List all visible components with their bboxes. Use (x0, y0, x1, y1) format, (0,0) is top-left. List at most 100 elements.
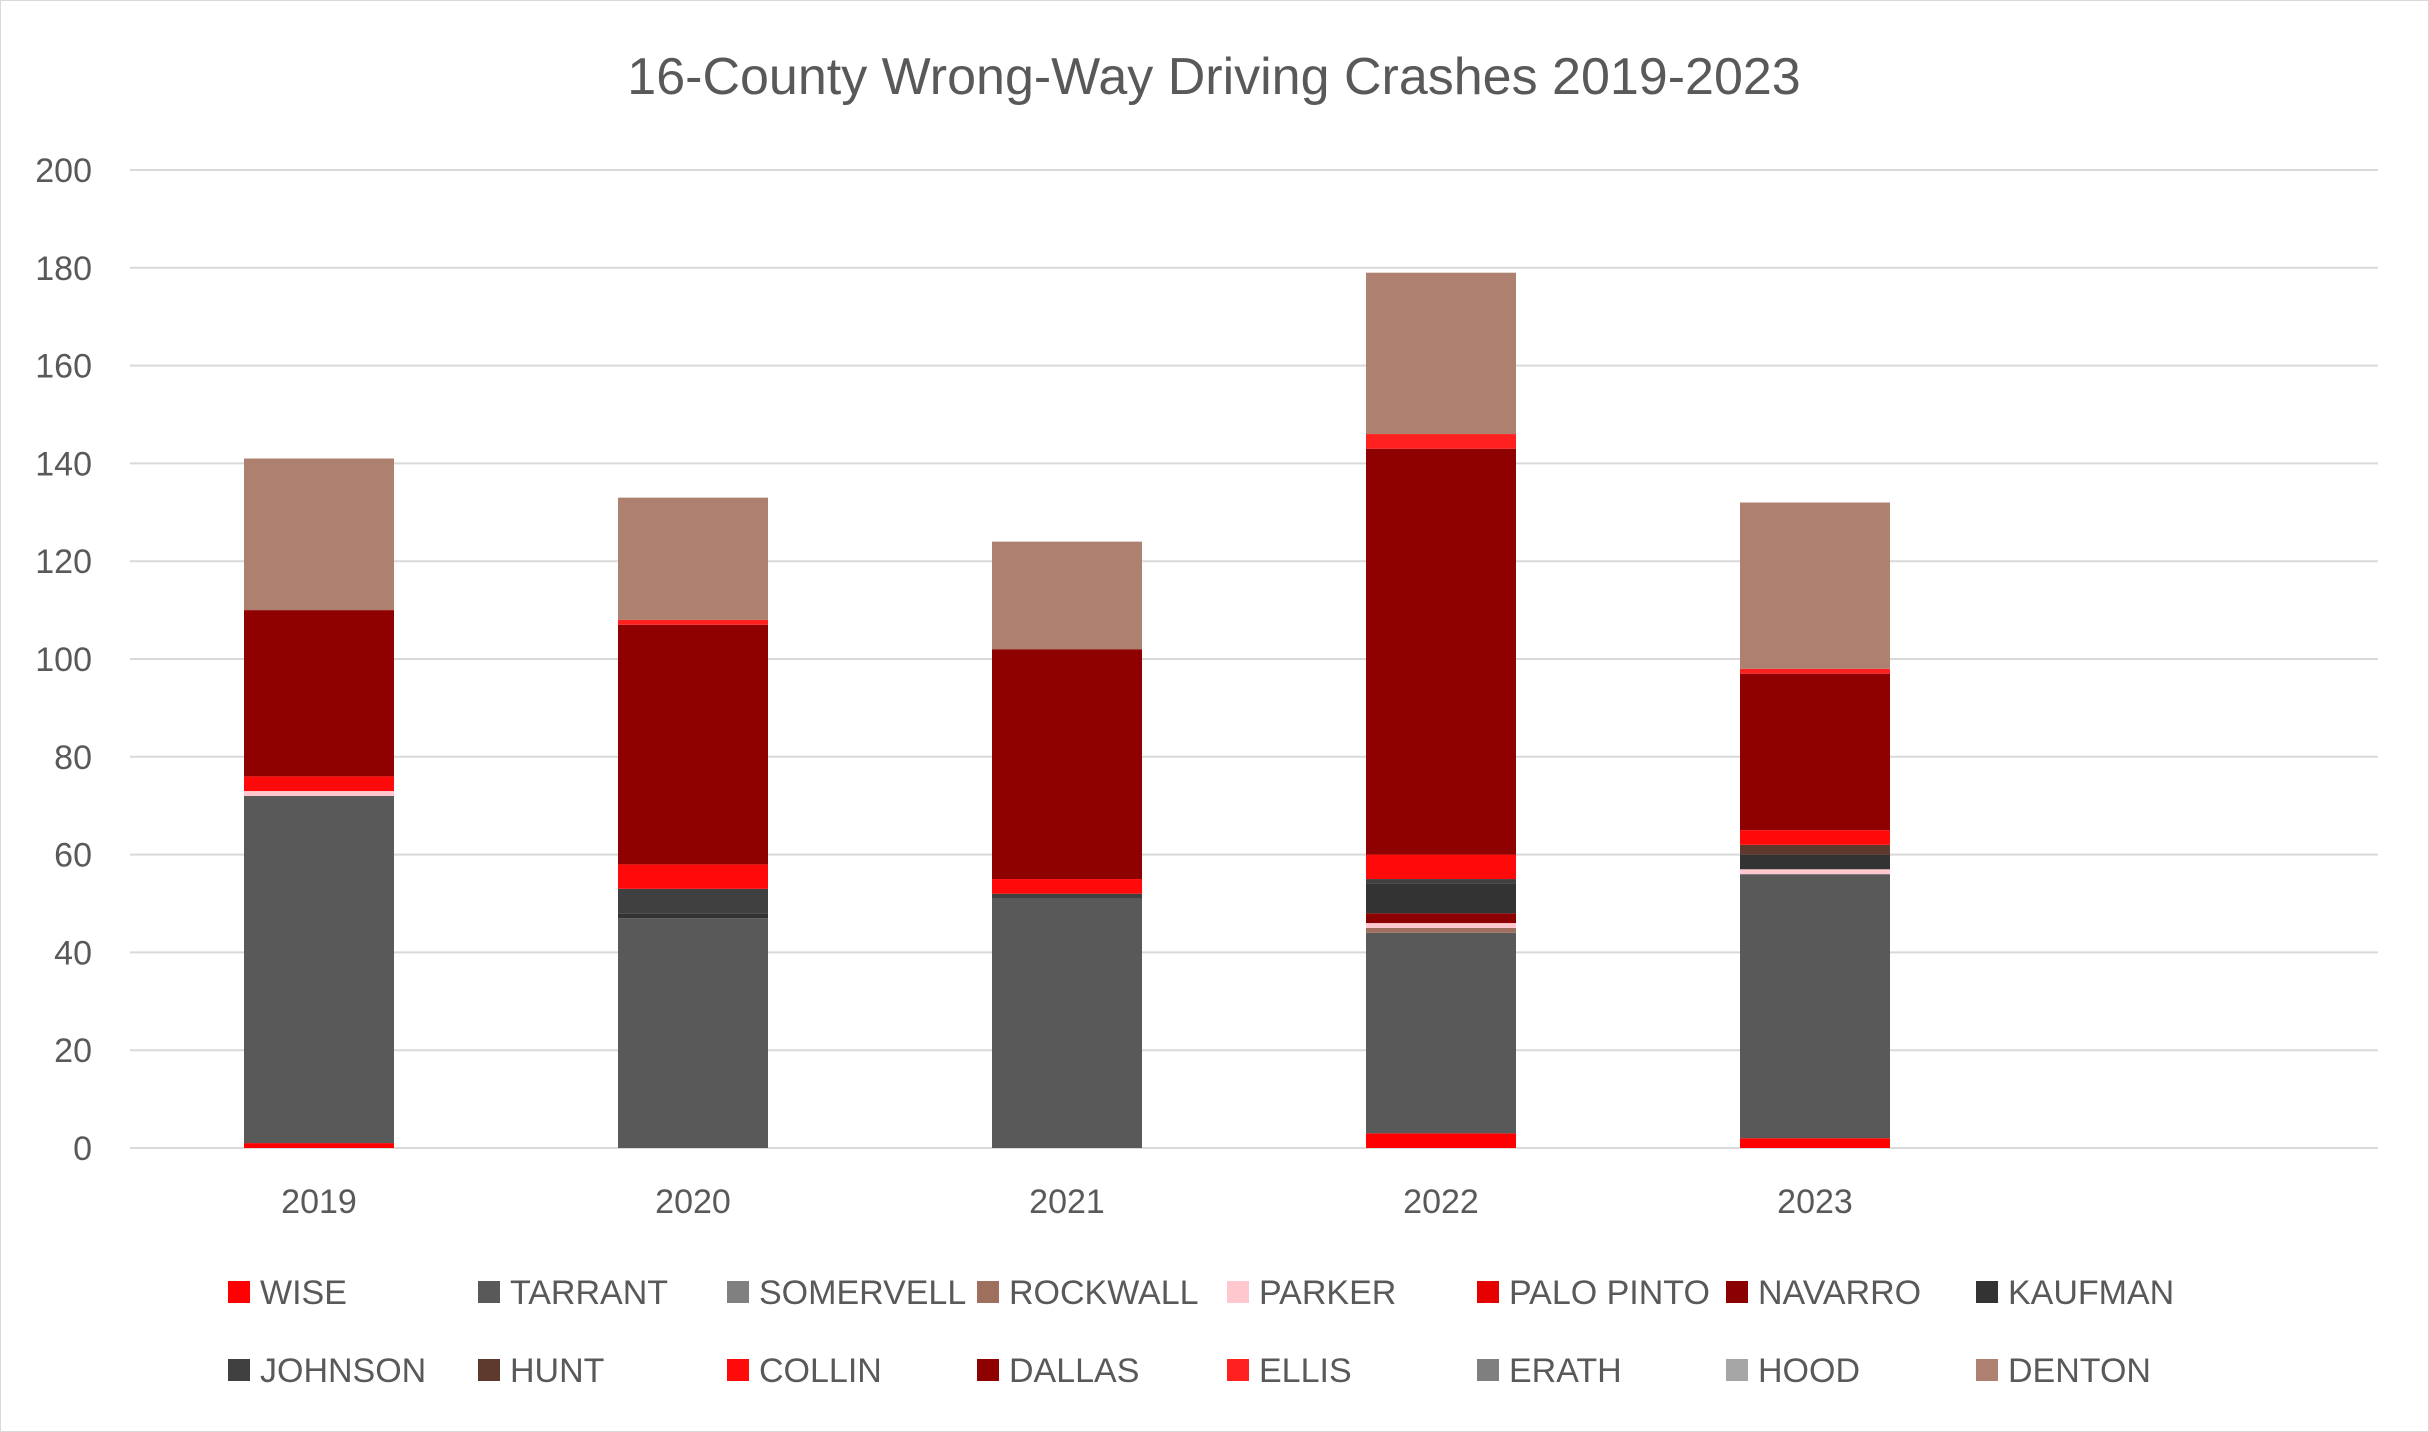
y-tick-label: 20 (54, 1032, 92, 1070)
legend-swatch (727, 1359, 749, 1381)
legend-swatch (1726, 1359, 1748, 1381)
bar-segment-dallas-2019 (244, 610, 394, 777)
bar-segment-collin-2019 (244, 776, 394, 792)
legend-swatch (727, 1281, 749, 1303)
legend-item-rockwall: ROCKWALL (977, 1274, 1199, 1312)
legend-item-hood: HOOD (1726, 1352, 1860, 1390)
bar-segment-wise-2023 (1740, 1138, 1890, 1148)
legend-label: ERATH (1509, 1352, 1622, 1390)
legend-item-kaufman: KAUFMAN (1976, 1274, 2174, 1312)
x-tick-label: 2022 (1403, 1183, 1479, 1221)
y-axis-ticks: 0 20 40 60 80 100 120 140 160 180 200 (35, 152, 92, 1168)
bar-stack-2023 (1740, 502, 1890, 1148)
legend-label: COLLIN (759, 1352, 882, 1390)
x-axis-ticks: 2019 2020 2021 2022 2023 (281, 1183, 1853, 1221)
bar-segment-denton-2019 (244, 458, 394, 611)
y-tick-label: 100 (35, 641, 92, 679)
legend-label: DALLAS (1009, 1352, 1139, 1390)
legend-swatch (1227, 1359, 1249, 1381)
legend-item-navarro: NAVARRO (1726, 1274, 1921, 1312)
legend-swatch (478, 1359, 500, 1381)
bar-stack-2019 (244, 458, 394, 1148)
legend-label: JOHNSON (260, 1352, 426, 1390)
bar-segment-denton-2020 (618, 497, 768, 620)
bar-segment-denton-2022 (1366, 272, 1516, 435)
x-tick-label: 2020 (655, 1183, 731, 1221)
legend-item-wise: WISE (228, 1274, 347, 1312)
legend-item-ellis: ELLIS (1227, 1352, 1352, 1390)
legend-swatch (228, 1281, 250, 1303)
legend-label: KAUFMAN (2008, 1274, 2174, 1312)
x-tick-label: 2023 (1777, 1183, 1853, 1221)
y-tick-label: 40 (54, 934, 92, 972)
y-tick-label: 0 (73, 1130, 92, 1168)
bar-stack-2020 (618, 497, 768, 1148)
bar-segment-johnson-2020 (618, 888, 768, 914)
legend-swatch (1477, 1359, 1499, 1381)
bar-segment-tarrant-2023 (1740, 874, 1890, 1139)
bar-segment-collin-2020 (618, 864, 768, 889)
y-tick-label: 180 (35, 250, 92, 288)
bar-stack-2021 (992, 541, 1142, 1148)
bars (244, 272, 1890, 1148)
legend-label: PARKER (1259, 1274, 1396, 1312)
bar-segment-navarro-2022 (1366, 913, 1516, 924)
legend-swatch (228, 1359, 250, 1381)
legend-swatch (1726, 1281, 1748, 1303)
legend-label: ROCKWALL (1009, 1274, 1199, 1312)
legend-swatch (1227, 1281, 1249, 1303)
legend-item-johnson: JOHNSON (228, 1352, 426, 1390)
bar-segment-dallas-2023 (1740, 673, 1890, 831)
bar-segment-ellis-2020 (618, 619, 768, 625)
bar-segment-kaufman-2023 (1740, 854, 1890, 870)
legend-swatch (977, 1281, 999, 1303)
legend-label: WISE (260, 1274, 347, 1312)
bar-segment-collin-2023 (1740, 830, 1890, 845)
bar-segment-kaufman-2020 (618, 913, 768, 919)
y-tick-label: 140 (35, 445, 92, 483)
gridlines (130, 169, 2378, 1149)
x-tick-label: 2019 (281, 1183, 357, 1221)
bar-segment-dallas-2022 (1366, 448, 1516, 855)
legend-swatch (1976, 1359, 1998, 1381)
bar-segment-tarrant-2020 (618, 918, 768, 1148)
bar-segment-dallas-2021 (992, 649, 1142, 880)
bar-segment-ellis-2023 (1740, 668, 1890, 674)
bar-stack-2022 (1366, 272, 1516, 1148)
legend-item-hunt: HUNT (478, 1352, 604, 1390)
bar-segment-tarrant-2022 (1366, 932, 1516, 1134)
bar-segment-collin-2022 (1366, 854, 1516, 880)
legend-swatch (478, 1281, 500, 1303)
y-tick-label: 160 (35, 348, 92, 386)
bar-segment-johnson-2022 (1366, 879, 1516, 884)
legend-item-dallas: DALLAS (977, 1352, 1139, 1390)
legend-label: HOOD (1758, 1352, 1860, 1390)
legend-swatch (1477, 1281, 1499, 1303)
y-tick-label: 60 (54, 837, 92, 875)
legend-label: HUNT (510, 1352, 604, 1390)
legend-label: NAVARRO (1758, 1274, 1921, 1312)
legend-item-denton: DENTON (1976, 1352, 2151, 1390)
bar-segment-collin-2021 (992, 879, 1142, 894)
bar-segment-denton-2021 (992, 541, 1142, 650)
bar-segment-wise-2019 (244, 1143, 394, 1148)
y-tick-label: 120 (35, 543, 92, 581)
legend: WISE TARRANT SOMERVELL ROCKWALL PARKER PALO P… (228, 1274, 2174, 1390)
legend-label: TARRANT (510, 1274, 668, 1312)
bar-segment-tarrant-2021 (992, 898, 1142, 1148)
legend-label: SOMERVELL (759, 1274, 966, 1312)
legend-item-palo-pinto: PALO PINTO (1477, 1274, 1710, 1312)
x-tick-label: 2021 (1029, 1183, 1105, 1221)
bar-segment-parker-2023 (1740, 869, 1890, 875)
legend-label: PALO PINTO (1509, 1274, 1710, 1312)
bar-segment-parker-2019 (244, 791, 394, 796)
bar-segment-johnson-2021 (992, 893, 1142, 899)
legend-item-erath: ERATH (1477, 1352, 1622, 1390)
bar-segment-dallas-2020 (618, 624, 768, 865)
y-tick-label: 80 (54, 739, 92, 777)
legend-swatch (977, 1359, 999, 1381)
bar-segment-parker-2022 (1366, 923, 1516, 928)
legend-label: ELLIS (1259, 1352, 1352, 1390)
